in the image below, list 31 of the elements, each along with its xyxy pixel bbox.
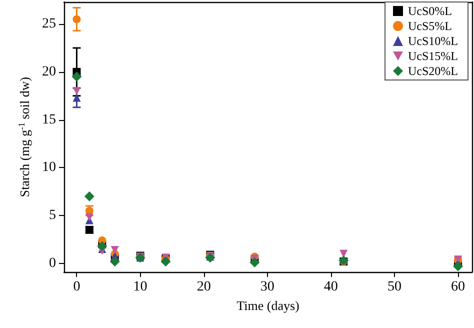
legend-label: UcS0%L [408, 4, 452, 18]
point [72, 72, 82, 82]
x-tick-label: 40 [324, 280, 338, 294]
point [453, 261, 464, 272]
y-tick-label: 15 [42, 112, 56, 128]
point [97, 241, 108, 252]
x-tick-label: 20 [196, 280, 211, 294]
y-axis-title: Starch (mg g-1 soil dw) [16, 76, 32, 198]
point [110, 256, 120, 266]
point [72, 15, 81, 24]
x-tick-label: 60 [451, 280, 466, 294]
point [72, 87, 81, 96]
x-tick-label: 50 [387, 280, 402, 294]
point [85, 213, 94, 222]
x-tick-label: 30 [260, 280, 274, 294]
y-tick-label: 25 [42, 16, 56, 32]
point [250, 257, 260, 268]
point [84, 191, 94, 202]
legend-label: UcS5%L [408, 19, 452, 33]
y-tick-label: 5 [49, 208, 56, 224]
point [110, 246, 119, 254]
x-axis-title: Time (days) [236, 298, 300, 313]
legend-label: UcS20%L [408, 64, 458, 78]
x-tick-label: 10 [133, 280, 148, 294]
y-tick-label: 10 [42, 160, 56, 176]
legend-label: UcS15%L [408, 49, 458, 63]
y-tick-label: 0 [49, 256, 56, 271]
x-tick-label: 0 [73, 280, 80, 294]
point [160, 256, 171, 266]
legend-label: UcS10%L [408, 34, 458, 48]
y-tick-label: 20 [42, 64, 56, 80]
